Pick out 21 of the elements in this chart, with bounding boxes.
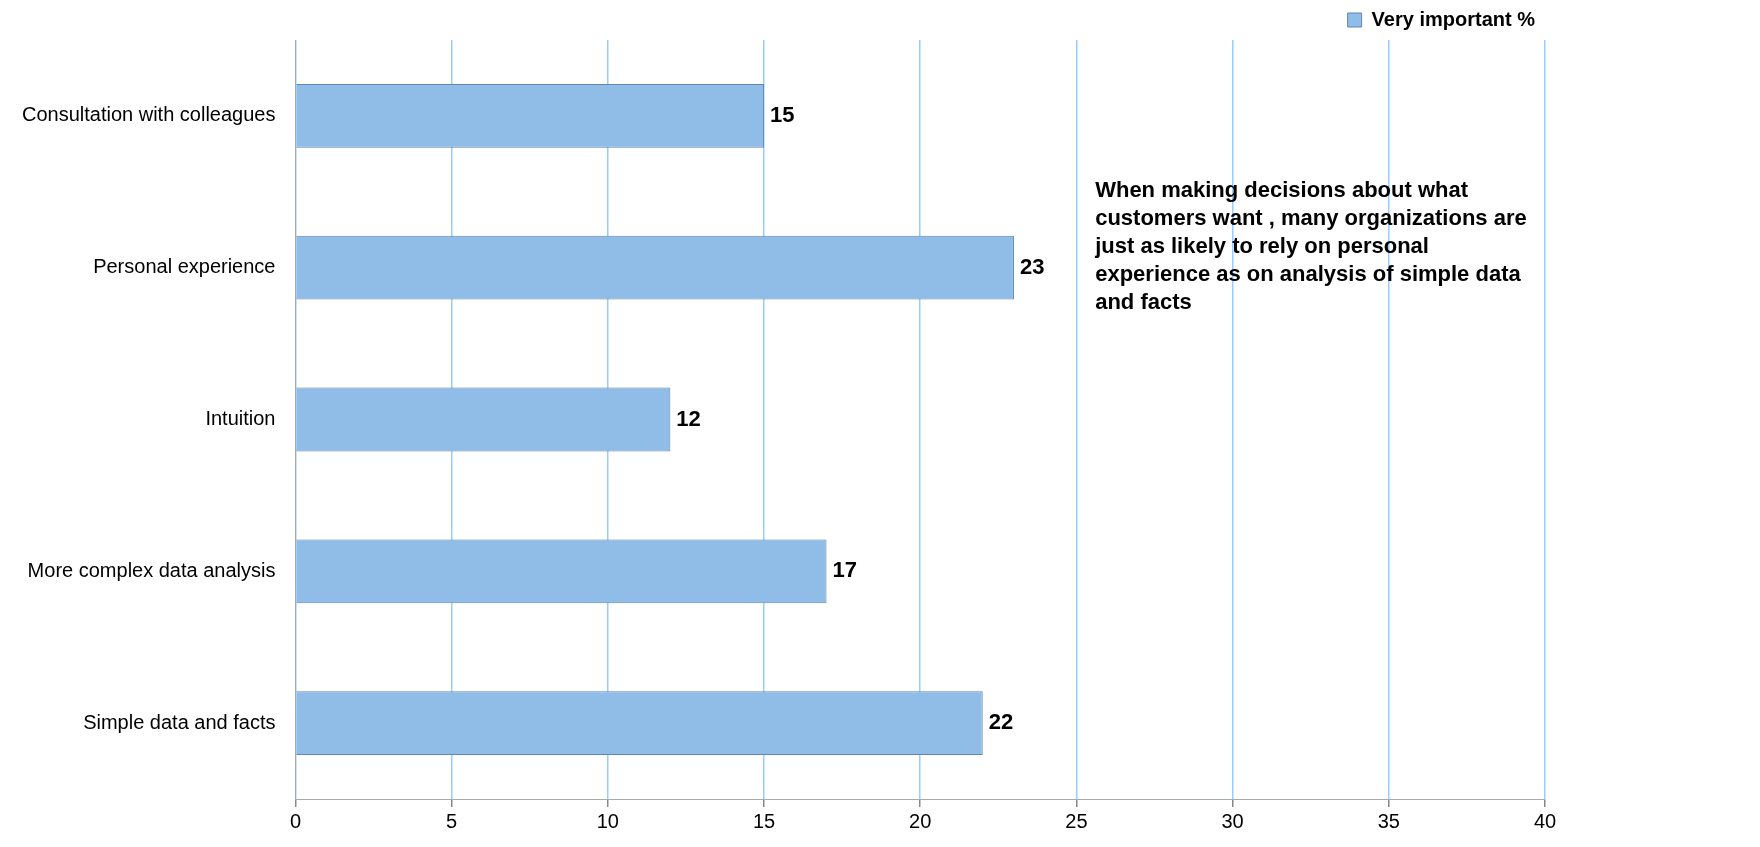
x-tick-label: 0 bbox=[289, 809, 302, 832]
x-tick-label: 20 bbox=[909, 809, 932, 832]
x-tick-label: 30 bbox=[1221, 809, 1244, 832]
data-label: 22 bbox=[988, 709, 1014, 735]
x-tick-label: 5 bbox=[446, 809, 458, 832]
legend-label: Very important % bbox=[1371, 7, 1536, 30]
x-tick-label: 40 bbox=[1533, 809, 1557, 832]
data-label: 17 bbox=[832, 557, 858, 583]
data-label: 12 bbox=[676, 405, 701, 431]
y-tick-label: More complex data analysis bbox=[27, 558, 276, 581]
data-label: 23 bbox=[1019, 253, 1045, 279]
data-label: 15 bbox=[770, 101, 795, 127]
y-tick-label: Personal experience bbox=[93, 255, 276, 278]
x-tick-label: 15 bbox=[752, 809, 776, 832]
y-tick-label: Simple data and facts bbox=[83, 710, 276, 733]
x-tick-label: 35 bbox=[1377, 809, 1400, 832]
y-tick-label: Consultation with colleagues bbox=[21, 103, 276, 126]
x-tick-label: 10 bbox=[596, 809, 619, 832]
annotation: When making decisions about what customers want , many organizations are just as likely to rely on personal experience as on analysis of simple data and facts bbox=[1094, 177, 1527, 315]
y-tick-label: Intuition bbox=[205, 407, 276, 430]
x-tick-label: 25 bbox=[1065, 809, 1088, 832]
